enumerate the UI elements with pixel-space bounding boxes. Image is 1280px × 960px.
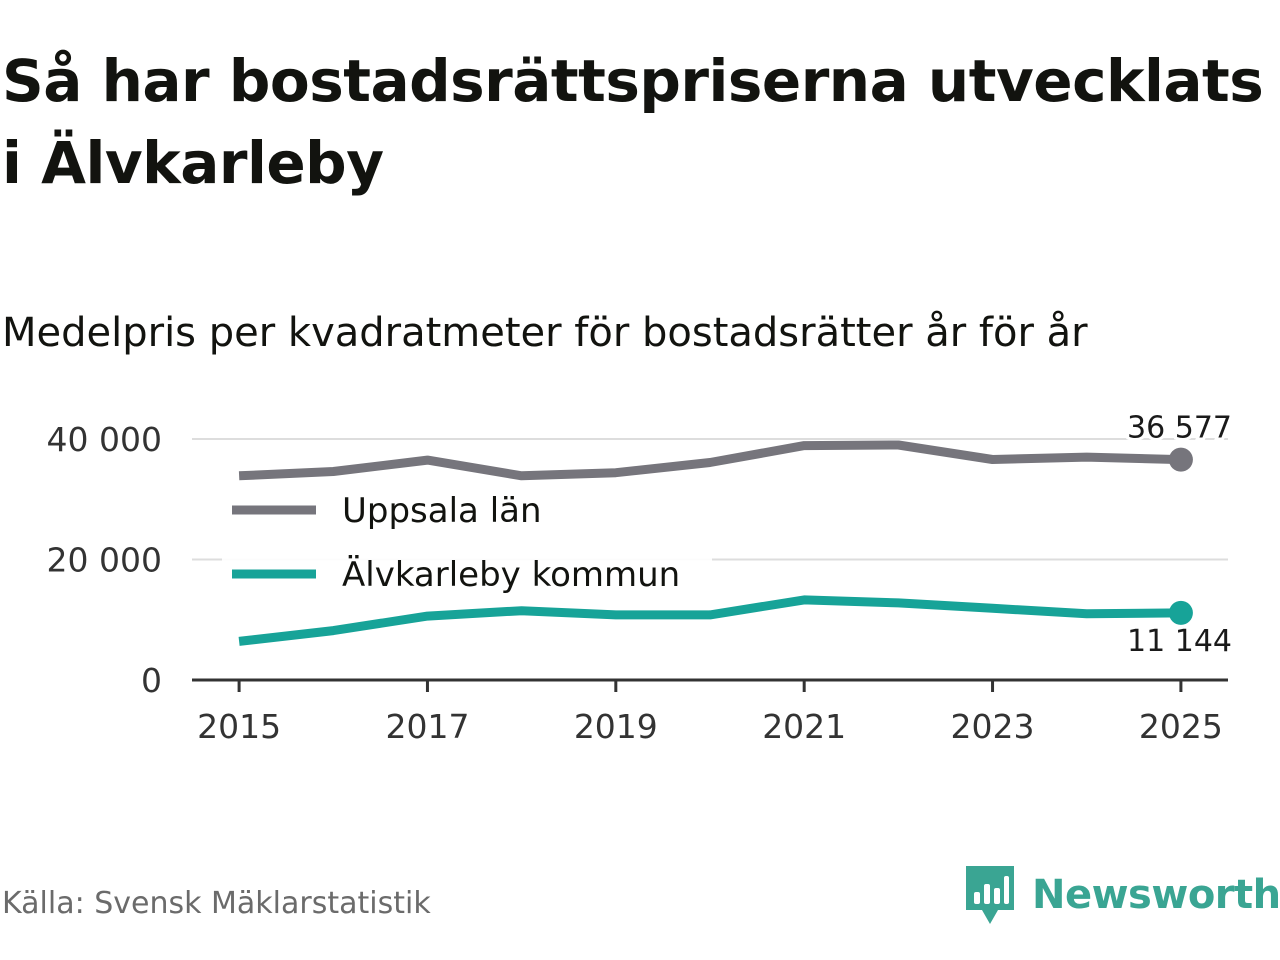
y-tick-label: 0 <box>141 661 162 700</box>
end-label-alvkarleby: 11 144 <box>1127 624 1232 659</box>
y-tick-label: 40 000 <box>47 420 162 459</box>
newsworthy-logo-icon <box>966 866 1014 924</box>
x-tick-label: 2019 <box>574 707 658 746</box>
x-tick-label: 2023 <box>951 707 1035 746</box>
series-line-alvkarleby <box>238 595 1181 646</box>
x-tick-label: 2017 <box>385 707 469 746</box>
end-point-alvkarleby <box>1168 600 1193 625</box>
chart-subtitle: Medelpris per kvadratmeter för bostadsrä… <box>2 310 1088 356</box>
source-note: Källa: Svensk Mäklarstatistik <box>2 886 431 921</box>
legend-label-alvkarleby: Älvkarleby kommun <box>342 555 680 595</box>
legend-label-uppsala: Uppsala län <box>342 491 542 531</box>
legend-background <box>222 484 712 606</box>
brand-name: Newsworthy <box>1032 872 1280 918</box>
series-line-uppsala <box>238 440 1182 481</box>
y-axis-ticks: 0 20 000 40 000 <box>47 420 162 700</box>
chart-title: Så har bostadsrättspriserna utvecklats i… <box>2 47 1264 197</box>
legend: Uppsala län Älvkarleby kommun <box>222 484 712 606</box>
brand-logo: Newsworthy <box>964 862 1280 928</box>
end-labels: 36 577 11 144 <box>1124 408 1235 662</box>
y-tick-label: 20 000 <box>47 541 162 580</box>
x-tick-label: 2015 <box>197 707 281 746</box>
x-axis-ticks: 2015 2017 2019 2021 2023 2025 <box>192 678 1228 746</box>
series <box>238 440 1193 646</box>
end-point-uppsala <box>1168 447 1193 472</box>
x-tick-label: 2021 <box>762 707 846 746</box>
end-label-uppsala: 36 577 <box>1127 411 1232 446</box>
x-tick-label: 2025 <box>1139 707 1223 746</box>
